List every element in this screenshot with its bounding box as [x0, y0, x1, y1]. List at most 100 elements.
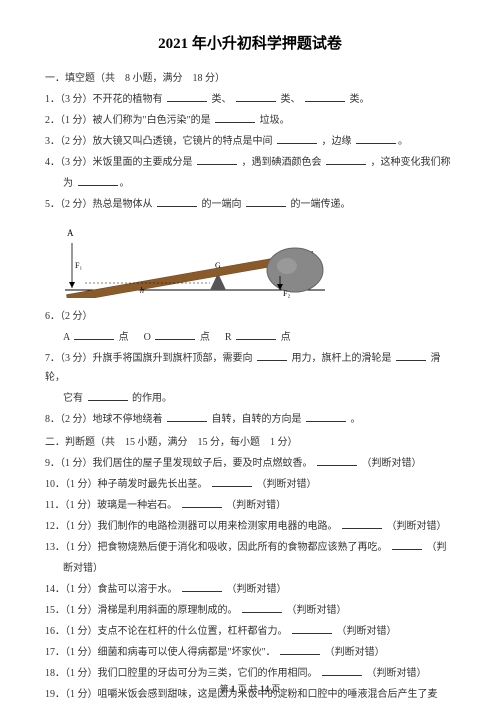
question-6-options: A 点 O 点 R 点: [45, 328, 455, 347]
blank: [280, 644, 320, 655]
blank: [356, 133, 396, 144]
blank: [342, 518, 382, 529]
q6-d3: 点: [281, 332, 291, 343]
blank: [396, 350, 426, 361]
q8-mid: 自转，自转的方向是: [212, 414, 302, 425]
q8-pre: 8．（2 分）地球不停地绕着: [45, 414, 163, 425]
question-11: 11．（1 分）玻璃是一种岩石。 （判断对错）: [45, 496, 455, 515]
q13-post: （判: [427, 542, 447, 553]
svg-text:F₁: F₁: [75, 261, 82, 270]
question-9: 9．（1 分）我们居住的屋子里发现蚊子后，要及时点燃蚊香。 （判断对错）: [45, 454, 455, 473]
blank: [74, 329, 114, 340]
q7-pre: 7．（3 分）升旗手将国旗升到旗杆顶部，需要向: [45, 353, 253, 364]
question-7: 7．（3 分）升旗手将国旗升到旗杆顶部，需要向 用力，旗杆上的滑轮是 滑轮，: [45, 349, 455, 387]
q6-R: R: [225, 332, 232, 343]
q13-line2: 断对错）: [63, 563, 103, 574]
q5-pre: 5．（2 分）热总是物体从: [45, 199, 153, 210]
blank: [257, 350, 287, 361]
q11-post: （判断对错）: [226, 500, 286, 511]
q5-mid: 的一端向: [202, 199, 242, 210]
blank: [182, 581, 222, 592]
question-10: 10．（1 分）种子萌发时最先长出茎。 （判断对错）: [45, 475, 455, 494]
q6-O: O: [144, 332, 151, 343]
footer-pre: 第: [220, 684, 229, 694]
q16-pre: 16．（1 分）支点不论在杠杆的什么位置，杠杆都省力。: [45, 626, 288, 637]
section-2-header: 二．判断题（共 15 小题，满分 15 分，每小题 1 分）: [45, 433, 455, 452]
blank: [305, 91, 345, 102]
question-17: 17．（1 分）细菌和病毒可以使人得病都是"坏家伙"． （判断对错）: [45, 643, 455, 662]
footer-mid: 页 共: [238, 684, 258, 694]
question-3: 3．（2 分）放大镜又叫凸透镜，它镜片的特点是中间 ，边缘 。: [45, 132, 455, 151]
q4-mid: ，遇到碘酒颜色会: [242, 157, 322, 168]
q16-post: （判断对错）: [337, 626, 397, 637]
q1-s3: 类。: [350, 94, 370, 105]
q3-post: ，边缘: [322, 136, 352, 147]
q6-d2: 点: [200, 332, 210, 343]
q13-pre: 13．（1 分）把食物烧熟后便于消化和吸收，因此所有的食物都应该熟了再吃。: [45, 542, 388, 553]
q12-post: （判断对错）: [387, 521, 447, 532]
blank: [236, 329, 276, 340]
blank: [88, 390, 128, 401]
blank: [182, 497, 222, 508]
q5-post: 的一端传递。: [291, 199, 351, 210]
q18-pre: 18．（1 分）我们口腔里的牙齿可分为三类，它们的作用相同。: [45, 668, 318, 679]
blank: [155, 329, 195, 340]
question-12: 12．（1 分）我们制作的电路检测器可以用来检测家用电器的电路。 （判断对错）: [45, 517, 455, 536]
q7-l2b: 的作用。: [132, 393, 172, 404]
blank: [157, 196, 197, 207]
section-1-header: 一．填空题（共 8 小题，满分 18 分）: [45, 69, 455, 88]
question-13: 13．（1 分）把食物烧熟后便于消化和吸收，因此所有的食物都应该熟了再吃。 （判: [45, 538, 455, 557]
blank: [242, 602, 282, 613]
question-4b: 为 。: [45, 174, 455, 193]
blank: [292, 623, 332, 634]
q4-post: ，这种变化我们称: [371, 157, 451, 168]
blank: [306, 411, 346, 422]
question-16: 16．（1 分）支点不论在杠杆的什么位置，杠杆都省力。 （判断对错）: [45, 622, 455, 641]
svg-text:h: h: [140, 286, 144, 295]
question-8: 8．（2 分）地球不停地绕着 自转，自转的方向是 。: [45, 410, 455, 429]
question-14: 14．（1 分）食盐可以溶于水。 （判断对错）: [45, 580, 455, 599]
blank: [215, 112, 255, 123]
q10-pre: 10．（1 分）种子萌发时最先长出茎。: [45, 479, 208, 490]
footer-post: 页: [271, 684, 280, 694]
page-title: 2021 年小升初科学押题试卷: [45, 30, 455, 59]
question-13b: 断对错）: [45, 559, 455, 578]
question-7b: 它有 的作用。: [45, 389, 455, 408]
blank: [236, 91, 276, 102]
q10-post: （判断对错）: [257, 479, 317, 490]
blank: [167, 411, 207, 422]
question-5: 5．（2 分）热总是物体从 的一端向 的一端传递。: [45, 195, 455, 214]
footer-total: 14: [260, 684, 269, 694]
q17-post: （判断对错）: [325, 647, 385, 658]
blank: [78, 175, 118, 186]
q1-s1: 类、: [212, 94, 232, 105]
blank: [322, 665, 362, 676]
q4-pre: 4．（3 分）米饭里面的主要成分是: [45, 157, 193, 168]
q14-post: （判断对错）: [227, 584, 287, 595]
blank: [392, 539, 422, 550]
q7-l2a: 它有: [63, 393, 83, 404]
question-15: 15．（1 分）滑梯是利用斜面的原理制成的。 （判断对错）: [45, 601, 455, 620]
question-4: 4．（3 分）米饭里面的主要成分是 ，遇到碘酒颜色会 ，这种变化我们称: [45, 153, 455, 172]
question-18: 18．（1 分）我们口腔里的牙齿可分为三类，它们的作用相同。 （判断对错）: [45, 664, 455, 683]
footer-page: 1: [231, 684, 236, 694]
q4-line2: 为: [63, 178, 73, 189]
page-footer: 第 1 页 共 14 页: [45, 681, 455, 698]
blank: [326, 154, 366, 165]
blank: [317, 455, 357, 466]
q1-text: 1．（3 分）不开花的植物有: [45, 94, 163, 105]
q18-post: （判断对错）: [367, 668, 427, 679]
q2-text: 2．（1 分）被人们称为"白色污染"的是: [45, 115, 211, 126]
question-6-label: 6．（2 分）: [45, 307, 455, 326]
blank: [212, 476, 252, 487]
svg-text:G: G: [215, 261, 221, 270]
q14-pre: 14．（1 分）食盐可以溶于水。: [45, 584, 178, 595]
question-1: 1．（3 分）不开花的植物有 类、 类、 类。: [45, 90, 455, 109]
q3-text: 3．（2 分）放大镜又叫凸透镜，它镜片的特点是中间: [45, 136, 273, 147]
q15-pre: 15．（1 分）滑梯是利用斜面的原理制成的。: [45, 605, 238, 616]
lever-diagram: A F₁ h G F₂: [55, 218, 455, 305]
blank: [167, 91, 207, 102]
svg-text:A: A: [67, 228, 74, 238]
blank: [277, 133, 317, 144]
q1-s2: 类、: [281, 94, 301, 105]
